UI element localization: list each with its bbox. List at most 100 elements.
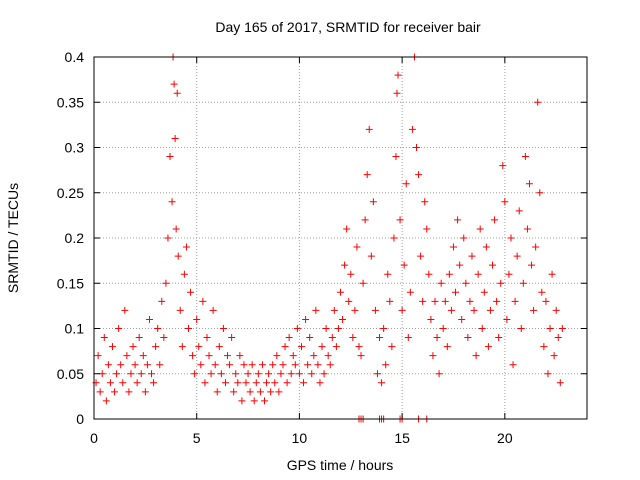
data-point <box>466 297 474 305</box>
data-point <box>470 306 478 314</box>
data-point <box>462 279 470 287</box>
data-point <box>293 325 301 332</box>
data-point <box>242 379 250 387</box>
data-point <box>513 252 521 260</box>
data-point <box>558 325 566 332</box>
data-point <box>160 334 168 342</box>
data-point <box>536 189 544 197</box>
data-point <box>392 153 400 161</box>
data-point <box>273 352 281 360</box>
data-point <box>480 288 488 296</box>
data-point <box>221 379 229 387</box>
data-point <box>263 379 271 387</box>
data-point <box>168 198 176 206</box>
data-point <box>400 261 408 269</box>
data-point <box>486 306 494 314</box>
data-point <box>102 397 110 405</box>
y-tick-label: 0.05 <box>57 366 84 382</box>
data-point <box>406 288 414 296</box>
data-point <box>281 343 289 351</box>
data-point <box>472 352 480 360</box>
y-tick-label: 0.2 <box>65 230 85 246</box>
data-point <box>415 171 423 179</box>
data-point <box>226 361 234 369</box>
data-point <box>355 343 363 351</box>
data-point <box>164 234 172 242</box>
data-point <box>100 334 108 342</box>
y-tick-label: 0.4 <box>65 49 85 65</box>
data-point <box>289 352 297 360</box>
data-point <box>195 343 203 351</box>
data-point <box>441 297 449 305</box>
data-point <box>265 370 273 378</box>
data-point <box>193 315 201 323</box>
data-point <box>197 361 205 369</box>
data-point <box>380 325 388 332</box>
data-point <box>478 325 486 332</box>
data-point <box>248 361 256 369</box>
data-point <box>413 144 421 151</box>
data-point <box>468 252 476 260</box>
data-point <box>371 306 379 314</box>
data-point <box>314 361 322 369</box>
axis-ticks <box>93 56 587 420</box>
data-point <box>182 243 190 251</box>
data-point <box>427 315 435 323</box>
data-point <box>404 334 412 342</box>
data-point <box>517 325 525 332</box>
data-point <box>521 153 529 161</box>
data-point <box>143 361 151 369</box>
data-point <box>217 370 225 378</box>
data-point <box>458 315 466 323</box>
data-points <box>92 53 566 423</box>
data-point <box>174 252 182 260</box>
data-point <box>501 198 509 206</box>
data-point <box>515 207 523 215</box>
data-point <box>435 370 443 378</box>
data-point <box>141 388 149 396</box>
data-point <box>332 343 340 351</box>
data-point <box>173 89 181 97</box>
data-point <box>556 379 564 387</box>
data-point <box>507 234 515 242</box>
data-point <box>258 361 266 369</box>
data-point <box>148 370 156 378</box>
y-tick-label: 0.35 <box>57 94 84 110</box>
data-point <box>382 361 390 369</box>
data-point <box>271 379 279 387</box>
data-point <box>454 216 462 224</box>
data-point <box>108 343 116 351</box>
data-point <box>287 370 295 378</box>
data-point <box>482 243 490 251</box>
data-point <box>283 379 291 387</box>
data-point <box>199 297 207 305</box>
data-point <box>341 261 349 269</box>
data-point <box>548 270 556 278</box>
data-point <box>224 352 232 360</box>
data-point <box>546 325 554 332</box>
data-point <box>499 162 507 170</box>
data-point <box>376 334 384 342</box>
data-point <box>300 379 308 387</box>
data-point <box>393 89 401 97</box>
data-point <box>316 379 324 387</box>
data-point <box>238 397 246 405</box>
data-point <box>476 225 484 233</box>
data-point <box>322 325 330 332</box>
data-point <box>139 352 147 360</box>
data-point <box>152 343 160 351</box>
data-point <box>187 288 195 296</box>
data-point <box>312 306 320 314</box>
data-point <box>166 153 174 161</box>
data-point <box>106 379 114 387</box>
data-point <box>437 279 445 287</box>
data-point <box>540 343 548 351</box>
data-point <box>240 361 248 369</box>
data-point <box>172 225 180 233</box>
data-point <box>275 388 283 396</box>
data-point <box>297 343 305 351</box>
data-point <box>367 252 375 260</box>
data-point <box>419 297 427 305</box>
data-point <box>439 325 447 332</box>
